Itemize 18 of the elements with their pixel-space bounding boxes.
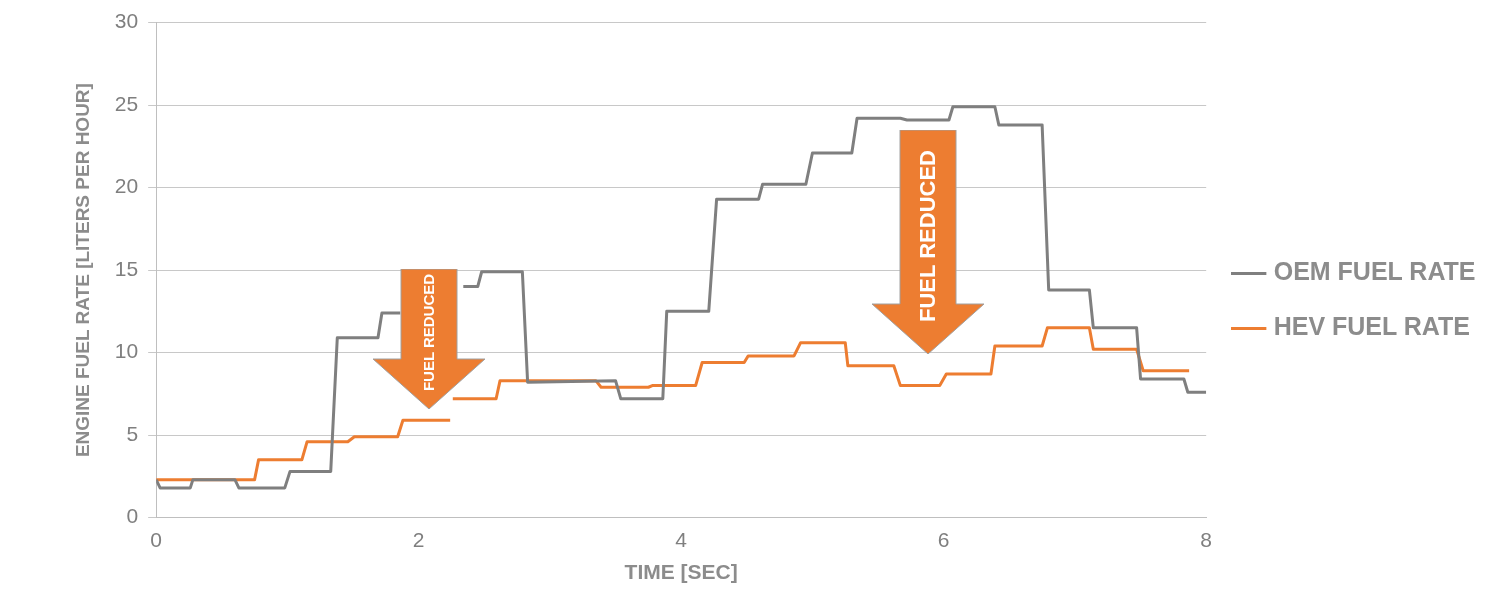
annotation: FUEL REDUCED: [915, 150, 942, 323]
y-tick-label: 30: [114, 9, 139, 33]
legend-label: HEV FUEL RATE: [1273, 312, 1471, 341]
y-tick-label: 5: [126, 421, 139, 445]
x-tick-label: 8: [1200, 528, 1213, 551]
y-tick-label: 25: [114, 91, 139, 115]
x-axis-title: TIME [SEC]: [624, 560, 738, 584]
x-tick-label: 0: [150, 528, 162, 551]
legend-label: OEM FUEL RATE: [1273, 257, 1476, 286]
x-tick-label: 6: [937, 528, 950, 551]
annotation: FUEL REDUCED: [420, 274, 438, 392]
y-tick-label: 10: [114, 339, 139, 363]
y-tick-label: 0: [126, 504, 139, 528]
y-tick-label: 20: [114, 174, 139, 198]
y-tick-label: 15: [114, 256, 139, 280]
x-tick-label: 4: [675, 528, 688, 551]
y-axis-title: ENGINE FUEL RATE [LITERS PER HOUR]: [71, 83, 93, 458]
x-tick-label: 2: [412, 528, 425, 551]
